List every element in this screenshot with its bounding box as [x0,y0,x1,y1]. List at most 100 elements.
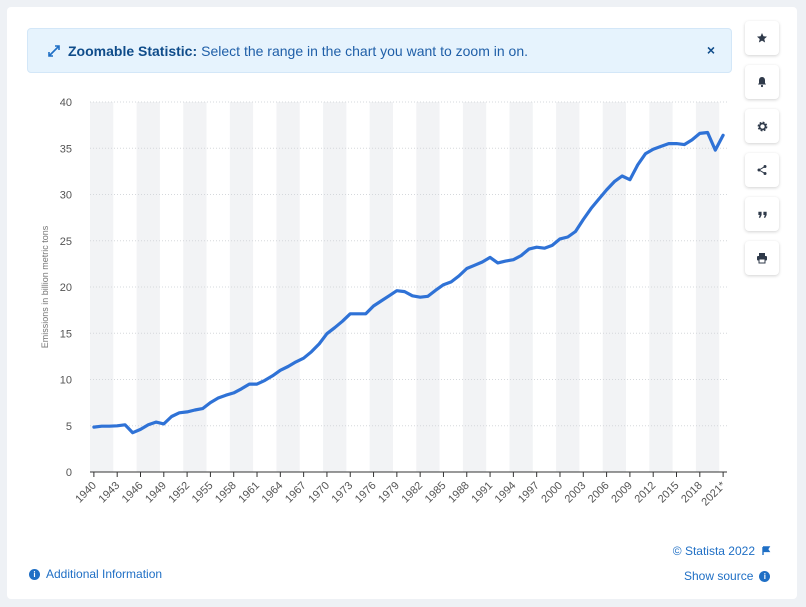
data-point [605,189,607,191]
data-point [248,383,250,385]
y-tick-label: 15 [60,328,72,340]
data-point [473,264,475,266]
expand-icon [46,44,62,57]
data-point [434,289,436,291]
share-icon [757,165,767,175]
show-source-label[interactable]: Show source [684,569,754,583]
x-tick-label: 1991 [469,480,495,506]
x-tick-label: 1967 [283,480,309,506]
data-point [497,262,499,264]
x-tick-label: 1988 [446,480,472,506]
data-point [233,392,235,394]
x-tick-label: 1952 [166,480,192,506]
y-tick-label: 10 [60,375,72,387]
data-point [155,421,157,423]
cite-button[interactable] [745,197,779,231]
data-point [302,357,304,359]
data-point [132,431,134,433]
data-point [411,295,413,297]
data-point [481,261,483,263]
x-tick-label: 1955 [190,480,216,506]
printer-icon [757,253,767,264]
data-point [334,327,336,329]
additional-information-link[interactable]: i Additional Information [29,567,162,581]
statista-credit[interactable]: © Statista 2022 [672,544,755,558]
data-point [668,142,670,144]
favorite-button[interactable] [745,21,779,55]
data-point [675,142,677,144]
year-band [602,102,627,472]
data-point [722,134,724,136]
x-tick-label: 1943 [97,480,123,506]
data-point [590,207,592,209]
notification-button[interactable] [745,65,779,99]
additional-information-label[interactable]: Additional Information [46,567,163,581]
x-tick-label: 1976 [353,480,379,506]
data-point [116,425,118,427]
x-tick-label: 1985 [423,480,449,506]
x-tick-label: 1949 [143,480,169,506]
data-point [535,246,537,248]
data-point [217,397,219,399]
data-point [621,175,623,177]
banner-title: Zoomable Statistic: [68,42,198,59]
data-point [644,153,646,155]
data-point [403,290,405,292]
info-icon: i [29,568,40,580]
data-point [629,179,631,181]
data-point [582,218,584,220]
year-band [416,102,440,472]
data-point [372,305,374,307]
data-point [349,313,351,315]
data-point [256,383,258,385]
data-point [108,425,110,427]
year-band [323,102,347,472]
info-icon: i [759,570,771,582]
data-point [528,248,530,250]
y-tick-label: 25 [60,236,72,248]
data-point [652,148,654,150]
data-point [396,290,398,292]
print-button[interactable] [745,241,779,275]
close-banner-button[interactable]: × [706,42,715,58]
show-source-link[interactable]: Show source i [684,569,771,583]
data-point [489,256,491,258]
data-point [163,423,165,425]
data-point [264,379,266,381]
data-point [504,260,506,262]
gear-icon [757,121,767,131]
x-tick-label: 1940 [73,480,99,506]
year-band [509,102,533,472]
data-point [201,407,203,409]
settings-button[interactable] [745,109,779,143]
share-button[interactable] [745,153,779,187]
data-point [287,365,289,367]
y-tick-label: 5 [66,421,72,433]
data-point [458,275,460,277]
year-band [136,102,160,472]
y-tick-label: 40 [60,97,72,109]
data-point [512,259,514,261]
data-point [450,281,452,283]
x-tick-label: 1970 [306,480,332,506]
data-point [551,244,553,246]
x-tick-label: 2012 [633,480,659,506]
x-tick-label: 2000 [539,480,565,506]
x-tick-label: 2021* [699,479,728,508]
data-point [240,388,242,390]
flag-icon [762,546,771,555]
data-point [598,198,600,200]
data-point [124,424,126,426]
credit[interactable]: © Statista 2022 [673,544,771,558]
data-point [341,320,343,322]
data-point [714,149,716,151]
data-point [186,411,188,413]
emissions-series-line [92,130,725,435]
data-point [660,145,662,147]
x-tick-label: 1997 [516,480,542,506]
quote-icon [757,211,767,218]
data-point [100,425,102,427]
data-point [170,415,172,417]
data-point [520,254,522,256]
